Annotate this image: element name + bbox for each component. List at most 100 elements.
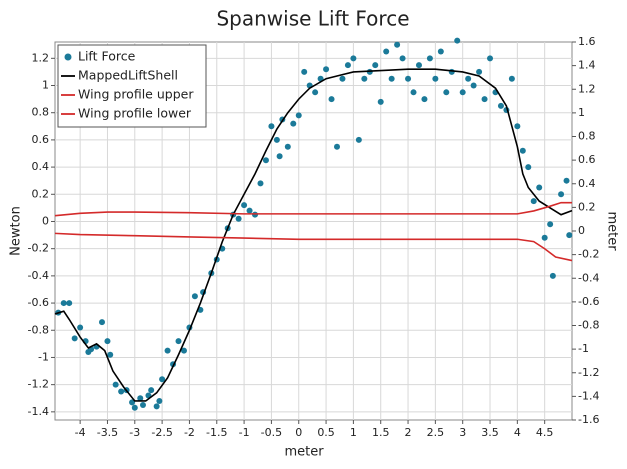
y-tick-label: -0.8: [28, 323, 49, 336]
y2-tick-label: -0.4: [578, 271, 599, 284]
scatter-point: [525, 164, 532, 171]
scatter-point: [541, 234, 548, 241]
scatter-point: [241, 202, 248, 209]
scatter-point: [71, 335, 78, 342]
scatter-point: [246, 207, 253, 214]
y2-tick-label: 1.4: [578, 59, 596, 72]
scatter-point: [454, 37, 461, 44]
x-tick-label: -3.5: [97, 426, 118, 439]
scatter-point: [301, 68, 308, 75]
y2-tick-label: 1.6: [578, 35, 596, 48]
y-tick-label: 0.6: [32, 133, 50, 146]
scatter-point: [547, 221, 554, 228]
legend-label: Wing profile lower: [78, 106, 192, 121]
x-tick-label: 0: [295, 426, 302, 439]
y-tick-label: -1: [38, 350, 49, 363]
scatter-point: [164, 347, 171, 354]
y-tick-label: 1: [42, 79, 49, 92]
x-tick-label: -0.5: [261, 426, 282, 439]
y2-tick-label: -1.6: [578, 413, 599, 426]
x-tick-label: -1: [239, 426, 250, 439]
y2-tick-label: 0: [578, 224, 585, 237]
scatter-point: [519, 147, 526, 154]
scatter-point: [148, 387, 155, 394]
scatter-point: [156, 397, 163, 404]
scatter-point: [276, 153, 283, 160]
scatter-point: [410, 89, 417, 96]
scatter-point: [514, 123, 521, 130]
x-tick-label: 3.5: [481, 426, 499, 439]
scatter-point: [394, 41, 401, 48]
scatter-point: [153, 403, 160, 410]
scatter-point: [377, 98, 384, 105]
scatter-point: [497, 102, 504, 109]
scatter-point: [312, 89, 319, 96]
x-tick-label: -2: [184, 426, 195, 439]
y-tick-label: -0.4: [28, 269, 49, 282]
scatter-point: [372, 62, 379, 69]
y2-tick-label: 1.2: [578, 82, 596, 95]
x-axis-label: meter: [284, 445, 324, 460]
scatter-point: [118, 388, 125, 395]
scatter-point: [432, 75, 439, 82]
scatter-point: [355, 136, 362, 143]
scatter-point: [257, 180, 264, 187]
scatter-point: [536, 184, 543, 191]
y-tick-label: -0.6: [28, 296, 49, 309]
y2-tick-label: 0.8: [578, 130, 596, 143]
scatter-point: [558, 191, 565, 198]
legend-marker: [64, 53, 72, 61]
scatter-point: [323, 66, 330, 73]
scatter-point: [66, 300, 73, 307]
y2-tick-label: -1.2: [578, 366, 599, 379]
x-tick-label: -3: [129, 426, 140, 439]
scatter-point: [399, 55, 406, 62]
scatter-point: [459, 89, 466, 96]
scatter-point: [350, 55, 357, 62]
y2-tick-label: -0.2: [578, 248, 599, 261]
y-tick-label: 0: [42, 214, 49, 227]
scatter-point: [175, 338, 182, 345]
scatter-point: [476, 68, 483, 75]
legend-label: Wing profile upper: [78, 87, 194, 102]
scatter-point: [481, 96, 488, 103]
scatter-point: [465, 75, 472, 82]
y2-tick-label: 0.6: [578, 153, 596, 166]
scatter-point: [388, 75, 395, 82]
scatter-point: [99, 319, 105, 326]
x-tick-label: 0.5: [317, 426, 335, 439]
line-series: [54, 232, 573, 262]
y-tick-label: 0.8: [32, 106, 50, 119]
scatter-point: [235, 215, 242, 222]
scatter-point: [262, 157, 269, 164]
scatter-point: [361, 75, 368, 82]
x-tick-label: -4: [75, 426, 86, 439]
line-series: [54, 201, 572, 217]
scatter-point: [437, 48, 444, 55]
scatter-point: [268, 123, 275, 130]
y-axis-label: Newton: [9, 206, 24, 256]
scatter-point: [470, 82, 477, 89]
x-tick-label: 3: [459, 426, 466, 439]
x-tick-label: 4: [514, 426, 521, 439]
y-tick-label: 0.2: [32, 187, 50, 200]
scatter-point: [159, 376, 166, 383]
scatter-point: [131, 404, 138, 411]
line-series: [54, 68, 573, 402]
x-tick-label: 2.5: [427, 426, 445, 439]
scatter-point: [339, 75, 346, 82]
chart-title: Spanwise Lift Force: [216, 7, 409, 31]
scatter-point: [273, 136, 280, 143]
x-tick-label: -1.5: [206, 426, 227, 439]
y2-tick-label: -1.4: [578, 389, 599, 402]
scatter-point: [77, 324, 84, 331]
scatter-point: [334, 143, 340, 150]
y2-axis-label: meter: [605, 211, 620, 251]
scatter-point: [549, 272, 556, 279]
y-tick-label: 0.4: [32, 160, 50, 173]
scatter-point: [180, 347, 187, 354]
scatter-point: [426, 55, 433, 62]
y-tick-label: -1.4: [28, 405, 49, 418]
y2-tick-label: -1: [578, 342, 589, 355]
y2-tick-label: 1: [578, 106, 585, 119]
